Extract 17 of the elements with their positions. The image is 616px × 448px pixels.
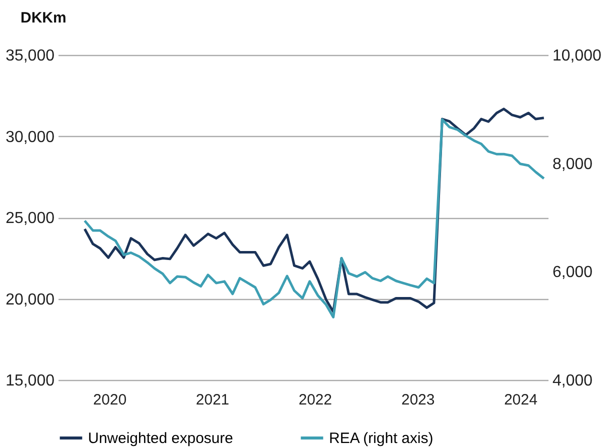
y2-tick-label: 10,000: [552, 48, 602, 64]
y-tick-label: 35,000: [6, 48, 55, 64]
y-tick-label: 25,000: [6, 210, 55, 227]
legend-label: REA (right axis): [329, 430, 434, 447]
x-tick-label: 2024: [504, 392, 538, 408]
y2-tick-label: 4,000: [552, 372, 593, 390]
y2-tick-label: 8,000: [552, 156, 593, 173]
legend-label: Unweighted exposure: [88, 430, 234, 447]
y-tick-label: 20,000: [6, 291, 55, 308]
x-tick-label: 2021: [196, 392, 230, 408]
y-axis-title: DKKm: [20, 10, 66, 26]
x-tick-label: 2023: [401, 392, 435, 408]
y-tick-label: 30,000: [6, 128, 55, 146]
x-tick-label: 2020: [93, 392, 127, 408]
y2-tick-label: 6,000: [552, 264, 593, 282]
x-tick-label: 2022: [298, 392, 332, 408]
y-tick-label: 15,000: [6, 372, 55, 390]
